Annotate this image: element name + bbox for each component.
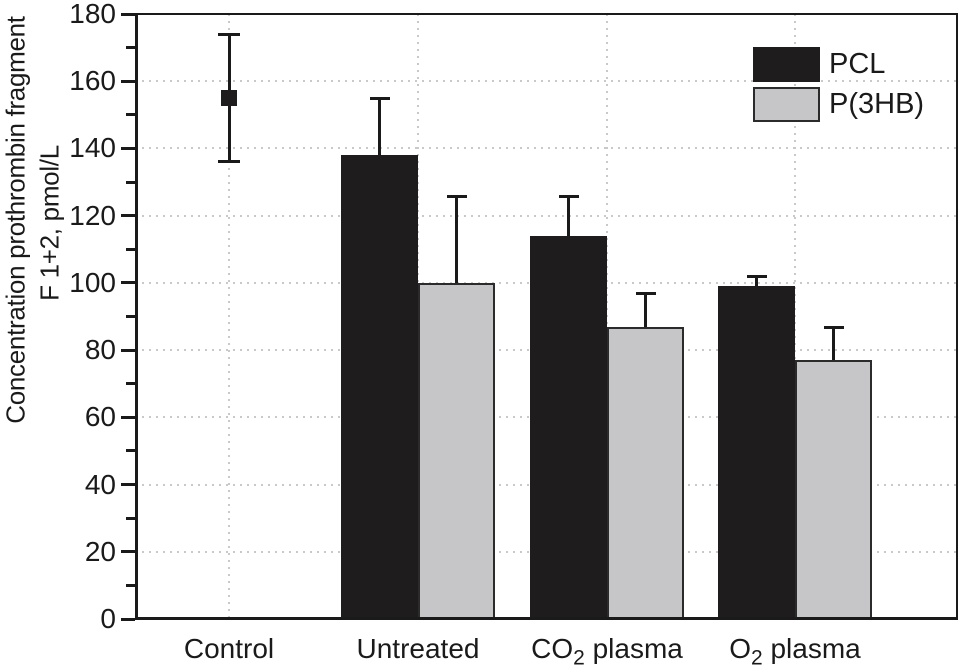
y-minor-tick [126,247,135,251]
y-minor-tick [126,46,135,50]
horizontal-gridline [135,147,958,150]
vertical-gridline [228,14,230,619]
y-tick-label: 0 [100,603,116,634]
error-bar-cap [746,275,767,279]
y-minor-tick [126,180,135,184]
bar-pcl-1 [341,155,418,619]
vertical-gridline [794,14,796,619]
x-label-text: Untreated [356,633,480,664]
bar-p3hb-1 [418,282,495,619]
y-minor-tick [126,382,135,386]
error-bar-stem [567,195,570,236]
y-major-tick [121,214,135,218]
y-minor-tick [126,516,135,520]
horizontal-gridline [135,80,958,83]
y-minor-tick [126,583,135,587]
x-label-text: plasma [762,633,861,664]
error-bar-stem [378,98,381,156]
error-bar-stem [832,326,835,361]
y-major-tick [121,617,135,621]
y-major-tick [121,146,135,150]
y-major-tick [121,281,135,285]
x-category-label-1: Untreated [303,633,533,665]
y-major-tick [121,79,135,83]
x-category-label-3: O2 plasma [680,633,910,669]
legend-swatch-p3hb [753,87,820,122]
y-major-tick [121,12,135,16]
legend-label-pcl: PCL [829,48,886,80]
x-label-subscript: 2 [573,646,585,669]
error-bar-cap [823,325,844,329]
legend-label-p3hb: P(3HB) [829,88,925,120]
x-label-text: CO [531,633,574,664]
y-tick-label: 40 [84,468,116,500]
y-major-tick [121,348,135,352]
vertical-gridline [606,14,608,619]
bar-p3hb-3 [795,360,872,619]
y-major-tick [121,483,135,487]
control-error-cap-bottom [218,159,240,163]
y-major-tick [121,415,135,419]
error-bar-cap [635,291,656,295]
error-bar-cap [369,97,390,101]
y-major-tick [121,550,135,554]
x-category-label-2: CO2 plasma [492,633,722,669]
y-tick-label: 60 [84,401,116,433]
y-minor-tick [126,113,135,117]
y-tick-label: 160 [69,65,116,97]
control-error-cap-top [218,33,240,37]
x-label-text: Control [183,633,275,664]
y-minor-tick [126,315,135,318]
y-axis-label-line1: Concentration prothrombin fragment [0,16,31,424]
bar-pcl-2 [530,235,607,619]
error-bar-stem [455,195,458,283]
y-tick-label: 80 [84,334,116,366]
y-tick-label: 20 [84,535,116,567]
y-tick-label: 120 [69,199,116,231]
x-label-text: plasma [584,633,683,664]
y-minor-tick [126,449,135,453]
x-label-text: O [729,633,752,664]
error-bar-cap [446,194,467,198]
error-bar-stem [644,292,647,327]
x-label-subscript: 2 [751,646,763,669]
horizontal-gridline [135,214,958,217]
bar-p3hb-2 [607,326,684,619]
x-category-label-0: Control [114,633,344,665]
legend-swatch-pcl [753,47,820,82]
y-tick-label: 100 [69,266,116,298]
y-tick-label: 140 [69,132,116,164]
control-square-marker [221,90,237,107]
error-bar-cap [558,194,579,198]
error-bar-stem [755,276,758,287]
bar-pcl-3 [718,286,795,619]
y-tick-label: 180 [69,0,116,29]
